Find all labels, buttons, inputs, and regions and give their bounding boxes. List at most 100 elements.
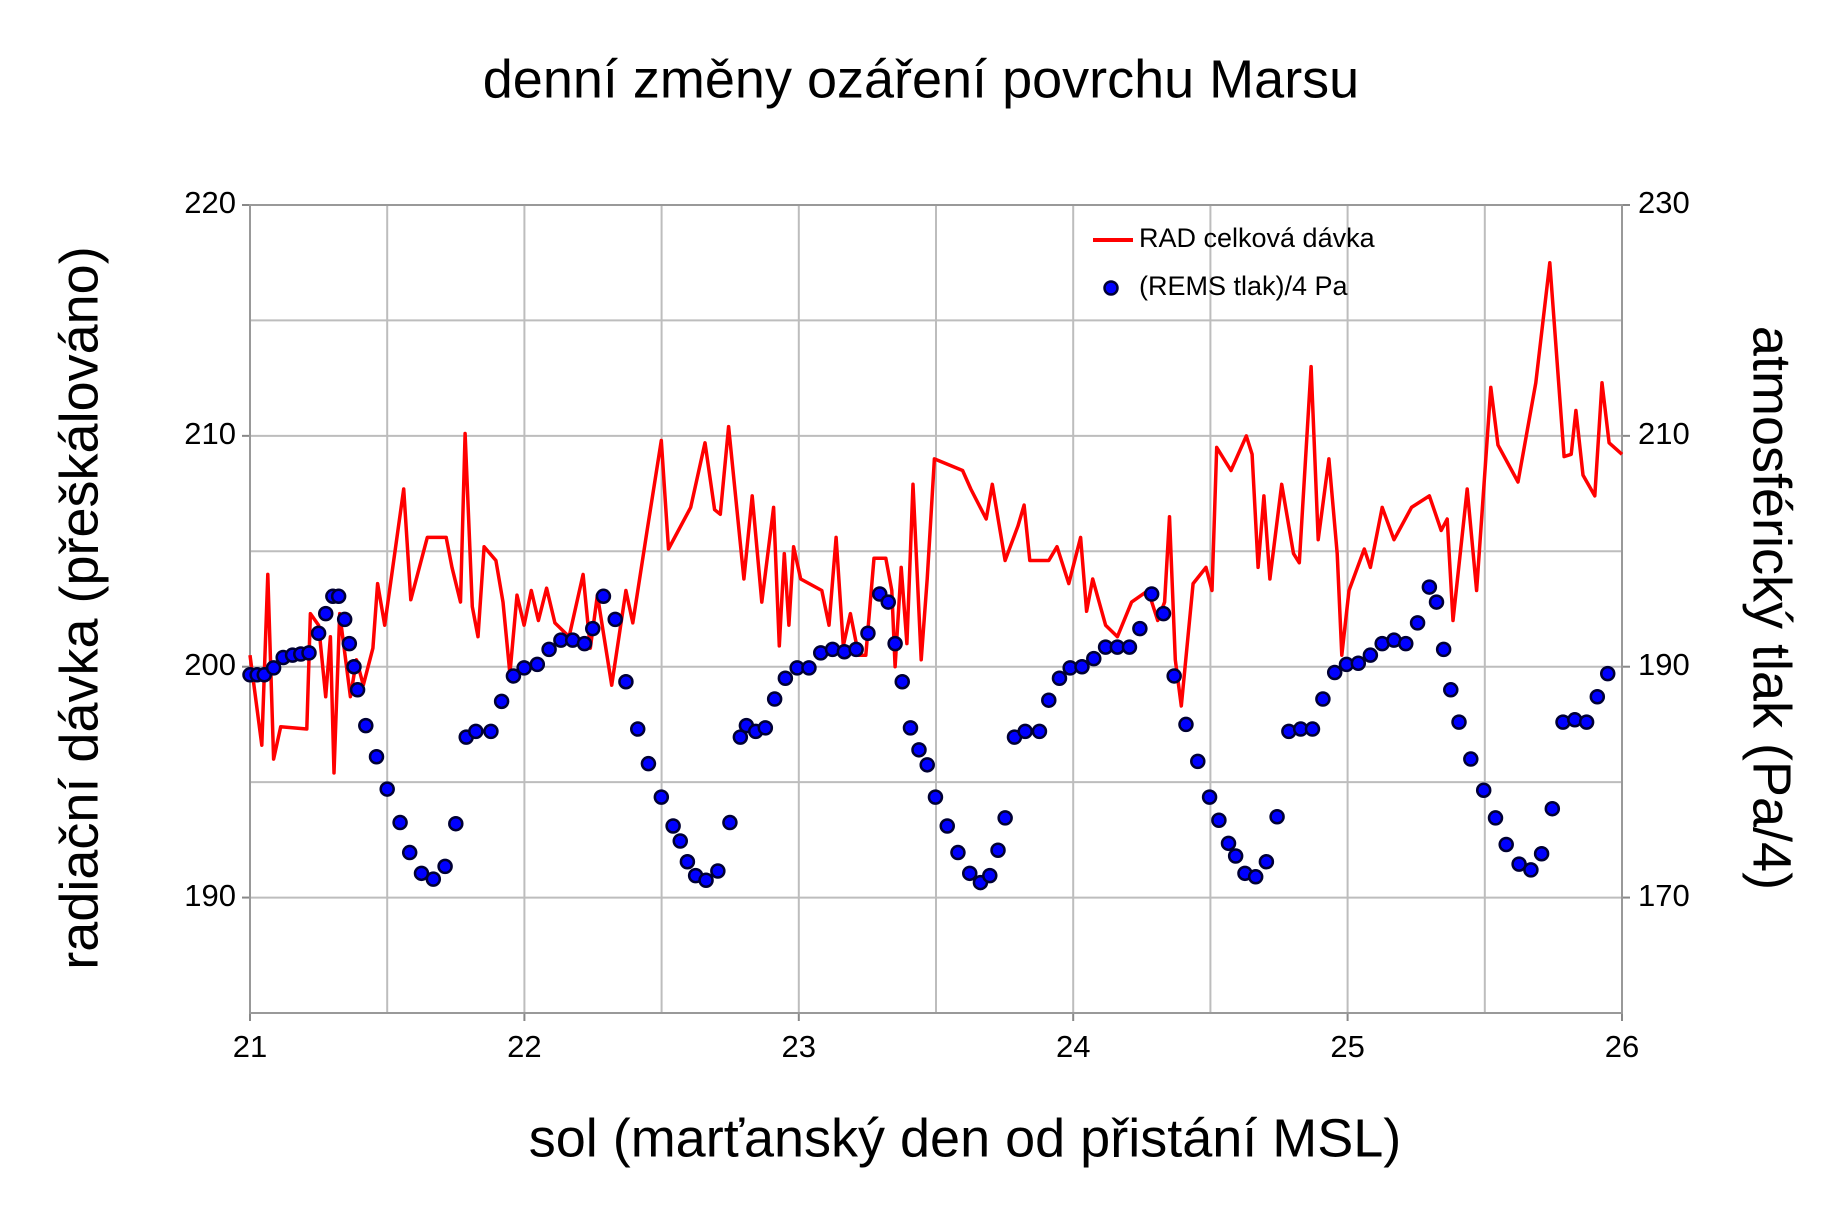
data-point xyxy=(413,865,430,882)
data-point xyxy=(1211,812,1227,828)
legend-label: RAD celková dávka xyxy=(1139,223,1376,253)
data-point xyxy=(437,858,453,875)
data-point xyxy=(1498,836,1514,853)
data-point xyxy=(902,720,919,736)
data-point xyxy=(887,635,903,652)
data-point xyxy=(330,588,347,605)
data-point xyxy=(1451,714,1467,730)
y2-axis-label: atmosférický tlak (Pa/4) xyxy=(1742,326,1802,890)
data-point xyxy=(341,635,358,652)
x-tick-label: 24 xyxy=(1056,1029,1090,1064)
y2-tick-label: 230 xyxy=(1638,185,1690,220)
data-point xyxy=(927,789,944,805)
data-point xyxy=(336,611,353,628)
data-point xyxy=(1362,647,1379,663)
data-point xyxy=(1463,751,1479,767)
data-point xyxy=(392,814,408,831)
data-point xyxy=(1523,862,1539,878)
data-point xyxy=(1041,692,1057,708)
y-tick-label: 200 xyxy=(184,647,236,682)
data-point xyxy=(1258,854,1275,870)
data-point xyxy=(349,682,366,698)
data-point xyxy=(1409,615,1426,631)
data-point xyxy=(1350,655,1367,672)
data-point xyxy=(584,620,601,637)
data-point xyxy=(1487,810,1504,826)
data-point xyxy=(1143,586,1160,602)
data-point xyxy=(653,789,670,805)
data-point xyxy=(1599,665,1616,682)
data-point xyxy=(1435,641,1452,658)
data-point xyxy=(894,673,910,690)
data-point xyxy=(265,660,282,676)
data-point xyxy=(310,625,327,641)
data-point xyxy=(1227,848,1244,864)
data-point xyxy=(997,810,1013,826)
data-point xyxy=(505,668,522,684)
y2-tick-label: 190 xyxy=(1638,647,1690,682)
data-point xyxy=(346,658,362,675)
data-point xyxy=(698,872,714,889)
data-point xyxy=(679,854,696,870)
data-point xyxy=(468,723,484,740)
data-point xyxy=(358,717,374,734)
y-tick-label: 210 xyxy=(184,416,236,451)
data-point xyxy=(665,818,681,834)
data-point xyxy=(516,660,532,676)
legend-swatch xyxy=(1103,280,1119,296)
x-tick-label: 21 xyxy=(233,1029,267,1064)
data-point xyxy=(672,833,689,849)
data-point xyxy=(777,670,794,687)
chart-title: denní změny ozáření povrchu Marsu xyxy=(483,49,1359,109)
y2-tick-label: 210 xyxy=(1638,416,1690,451)
data-point xyxy=(1544,800,1561,817)
data-point xyxy=(1121,639,1138,655)
x-tick-label: 25 xyxy=(1330,1029,1364,1064)
data-point xyxy=(801,660,817,676)
y2-tick-label: 170 xyxy=(1638,878,1690,913)
data-point xyxy=(1589,688,1606,705)
data-point xyxy=(1533,845,1550,862)
x-tick-label: 22 xyxy=(507,1029,541,1064)
data-point xyxy=(640,755,657,772)
data-point xyxy=(595,588,612,605)
y-axis-label: radiační dávka (přeškálováno) xyxy=(49,246,109,969)
data-point xyxy=(1178,716,1194,733)
data-point xyxy=(939,818,956,834)
y-tick-label: 220 xyxy=(184,185,236,220)
data-point xyxy=(1190,753,1206,770)
data-point xyxy=(911,742,927,758)
data-point xyxy=(301,645,317,661)
data-point xyxy=(848,641,864,658)
data-point xyxy=(1269,809,1285,825)
data-point xyxy=(1031,723,1048,740)
data-point xyxy=(401,844,418,861)
data-point xyxy=(1166,668,1182,684)
data-line xyxy=(248,260,1624,775)
data-point xyxy=(1304,721,1321,737)
data-point xyxy=(982,867,998,884)
data-point xyxy=(710,863,726,879)
data-point xyxy=(1155,605,1172,622)
data-point xyxy=(1578,714,1595,730)
data-point xyxy=(1220,835,1237,852)
data-point xyxy=(1247,869,1264,885)
data-point xyxy=(529,656,546,673)
x-tick-label: 23 xyxy=(782,1029,816,1064)
data-point xyxy=(618,673,634,690)
data-point xyxy=(541,641,557,658)
data-point xyxy=(379,781,395,797)
data-point xyxy=(950,844,966,861)
data-point xyxy=(732,729,749,745)
data-point xyxy=(990,842,1006,858)
data-point xyxy=(425,871,442,887)
data-point xyxy=(1051,670,1068,687)
y-tick-label: 190 xyxy=(184,878,236,913)
data-point xyxy=(1315,691,1331,707)
data-point xyxy=(860,625,876,641)
data-point xyxy=(493,693,510,710)
data-point xyxy=(607,611,623,628)
legend-label: (REMS tlak)/4 Pa xyxy=(1139,271,1349,301)
data-point xyxy=(1132,620,1148,637)
data-point xyxy=(317,605,334,622)
